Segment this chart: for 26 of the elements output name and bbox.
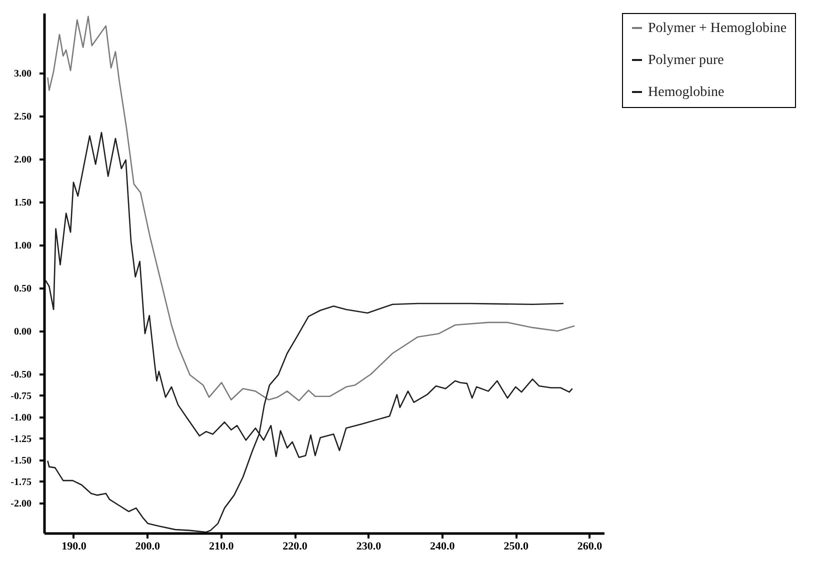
line-series: [47, 16, 576, 402]
y-tick-label: -1.25: [10, 434, 32, 445]
x-tick-label: 210.0: [208, 540, 234, 552]
y-tick-label: -2.00: [10, 498, 32, 510]
x-tick-label: 240.0: [430, 540, 456, 552]
y-tick-label: 2.00: [14, 154, 32, 166]
y-tick-label: 2.50: [14, 112, 32, 123]
x-tick-label: 250.0: [504, 540, 529, 552]
x-tick-label: 220.0: [282, 540, 308, 552]
legend-label: Polymer pure: [648, 53, 724, 68]
x-tick-label: 260.0: [577, 540, 603, 552]
x-tick-label: 190.0: [62, 540, 87, 552]
y-tick-label: 1.50: [14, 198, 32, 209]
y-tick-label: 0.50: [14, 284, 32, 295]
x-tick-label: 230.0: [356, 540, 382, 552]
y-tick-label: -1.00: [10, 412, 32, 424]
y-tick-label: -0.50: [10, 369, 32, 380]
y-tick-label: -1.75: [10, 476, 32, 488]
y-tick-label: -1.50: [10, 455, 32, 466]
x-tick-label: 200.0: [135, 540, 161, 552]
y-tick-label: -0.75: [10, 390, 32, 402]
legend-label: Hemoglobine: [648, 85, 724, 100]
legend-label: Polymer + Hemoglobine: [648, 21, 787, 36]
y-tick-label: 3.00: [14, 68, 32, 80]
y-tick-label: 1.00: [14, 240, 32, 252]
y-tick-label: 0.00: [14, 326, 32, 338]
